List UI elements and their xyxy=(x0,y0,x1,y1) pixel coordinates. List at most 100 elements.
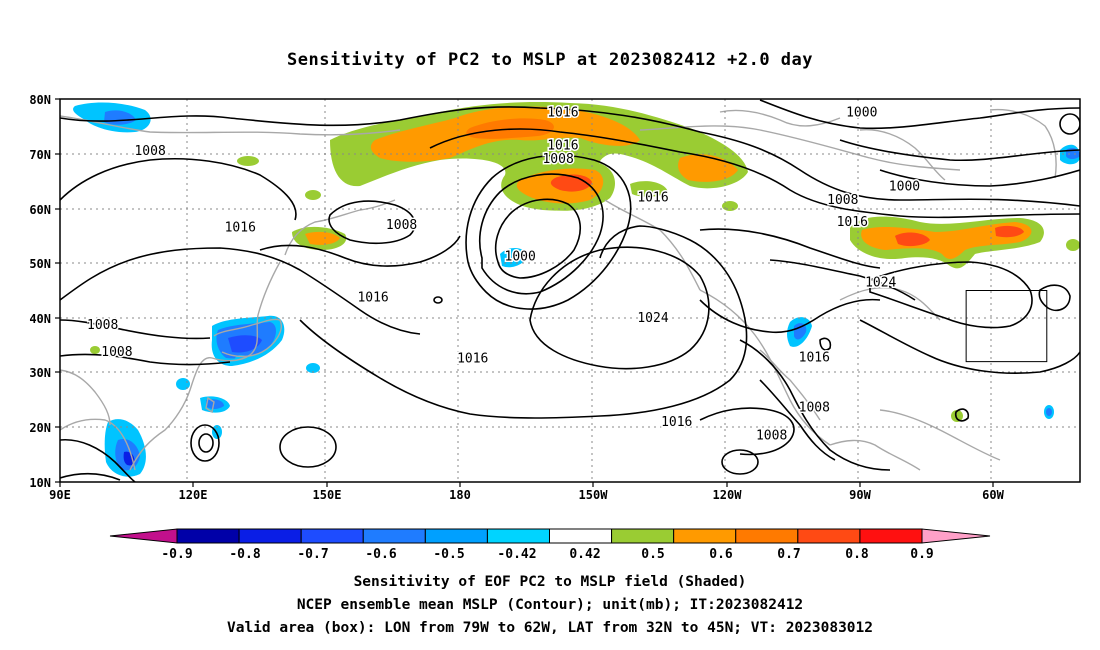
colorbar-label: 0.9 xyxy=(910,547,933,562)
contour-label: 1016 xyxy=(661,415,692,430)
coastlines xyxy=(60,108,1057,471)
contour-label: 1016 xyxy=(457,351,488,366)
lon-tick-label: 120W xyxy=(713,488,743,502)
shade-neg-taiwan-in xyxy=(206,399,224,409)
lat-tick-label: 10N xyxy=(29,476,51,490)
shade-dot-1 xyxy=(237,156,259,166)
colorbar-cell xyxy=(859,528,923,544)
contour-label: 1000 xyxy=(846,106,877,121)
lat-tick-label: 50N xyxy=(29,257,51,271)
lon-tick-label: 90E xyxy=(49,488,71,502)
shade-dot-4 xyxy=(90,346,100,354)
shade-neg-california-in xyxy=(794,323,807,340)
shade-kamchatka-orange xyxy=(305,231,340,245)
colorbar-labels: -0.9 -0.8 -0.7 -0.6 -0.5 -0.42 0.42 0.5 … xyxy=(161,547,933,562)
lat-tick-label: 80N xyxy=(29,93,51,107)
footer-caption-line3: Valid area (box): LON from 79W to 62W, L… xyxy=(226,620,873,636)
colorbar-cell xyxy=(424,528,488,544)
contour-label: 1000 xyxy=(505,250,536,265)
footer-caption-line2: NCEP ensemble mean MSLP (Contour); unit(… xyxy=(296,597,804,613)
lon-tick-label: 150W xyxy=(579,488,609,502)
colorbar-label: -0.9 xyxy=(161,547,192,562)
colorbar-cell xyxy=(735,528,799,544)
colorbar-cell xyxy=(486,528,550,544)
contour-label: 1016 xyxy=(357,291,388,306)
colorbar-label: -0.5 xyxy=(433,547,464,562)
colorbar-high-triangle xyxy=(921,528,991,544)
lon-tick-label: 150E xyxy=(313,488,342,502)
lat-tick-label: 40N xyxy=(29,312,51,326)
shade-neg-dot6 xyxy=(1046,408,1052,416)
lon-tick-label: 120E xyxy=(179,488,208,502)
colorbar-cell xyxy=(611,528,675,544)
shade-dot-6 xyxy=(1066,239,1080,251)
contour-label: 1008 xyxy=(756,428,787,443)
tick-marks xyxy=(55,98,994,487)
colorbar-label: 0.5 xyxy=(641,547,664,562)
contour-label: 1024 xyxy=(865,275,896,290)
shade-atlantic-orange xyxy=(861,222,1032,259)
valid-area-box xyxy=(965,290,1048,363)
contour-label: 1008 xyxy=(827,193,858,208)
shade-atlantic-red1 xyxy=(895,232,930,247)
shade-dot-3 xyxy=(722,201,738,211)
shade-npac-small xyxy=(630,181,668,197)
contour-label: 1008 xyxy=(386,218,417,233)
shade-atlantic-red2 xyxy=(995,225,1024,238)
lat-tick-label: 30N xyxy=(29,366,51,380)
colorbar-label: 0.6 xyxy=(709,547,733,562)
footer-caption-line1: Sensitivity of EOF PC2 to MSLP field (Sh… xyxy=(353,574,747,590)
contour-label: 1016 xyxy=(637,190,668,205)
colorbar-label: 0.7 xyxy=(777,547,800,562)
contour-label: 1008 xyxy=(134,144,165,159)
contour-label: 1016 xyxy=(547,106,578,121)
lat-tick-label: 70N xyxy=(29,148,51,162)
lon-tick-label: 180 xyxy=(449,488,471,502)
shade-neg-pacific-low xyxy=(500,248,528,268)
colorbar-cell xyxy=(549,528,613,544)
colorbar-label: -0.42 xyxy=(497,547,536,562)
shade-dot-2 xyxy=(305,190,321,200)
shade-npac-red xyxy=(550,174,592,192)
contour-label: 1016 xyxy=(547,139,578,154)
colorbar: -0.9 -0.8 -0.7 -0.6 -0.5 -0.42 0.42 0.5 … xyxy=(109,528,991,562)
shade-neg-dot2 xyxy=(306,363,320,373)
plot-frame xyxy=(59,98,1081,483)
contour-label: 1000 xyxy=(889,180,920,195)
colorbar-cell xyxy=(300,528,364,544)
contour-label: 1016 xyxy=(1079,318,1100,333)
colorbar-label: 0.8 xyxy=(845,547,869,562)
lat-tick-label: 60N xyxy=(29,203,51,217)
colorbar-cell xyxy=(238,528,302,544)
lon-tick-label: 60W xyxy=(982,488,1004,502)
lon-tick-label: 90W xyxy=(849,488,871,502)
colorbar-cell xyxy=(797,528,861,544)
shade-neg-dot1 xyxy=(176,378,190,390)
colorbar-low-triangle xyxy=(109,528,178,544)
colorbar-label: 0.42 xyxy=(569,547,600,562)
lat-tick-labels: 80N 70N 60N 50N 40N 30N 20N 10N xyxy=(29,93,51,490)
contour-label: 1016 xyxy=(837,215,868,230)
map-title: Sensitivity of PC2 to MSLP at 2023082412… xyxy=(286,50,813,70)
lat-tick-label: 20N xyxy=(29,421,51,435)
contour-label: 1008 xyxy=(101,345,132,360)
shade-neg-japan-core xyxy=(228,335,262,353)
contour-label: 1016 xyxy=(225,221,256,236)
contour-label: 1008 xyxy=(542,152,573,167)
colorbar-cell xyxy=(176,528,240,544)
colorbar-label: -0.7 xyxy=(297,547,328,562)
shade-dot-5 xyxy=(951,410,963,422)
colorbar-cell xyxy=(673,528,737,544)
contour-label: 1024 xyxy=(637,311,668,326)
colorbar-cells xyxy=(176,528,923,544)
mslp-contours xyxy=(60,99,1080,482)
colorbar-label: -0.8 xyxy=(229,547,260,562)
colorbar-cell xyxy=(362,528,426,544)
contour-label: 1008 xyxy=(87,318,118,333)
colorbar-label: -0.6 xyxy=(365,547,396,562)
grid xyxy=(60,99,1080,482)
lon-tick-labels: 90E 120E 150E 180 150W 120W 90W 60W xyxy=(49,488,1004,502)
contour-label: 1016 xyxy=(799,350,830,365)
